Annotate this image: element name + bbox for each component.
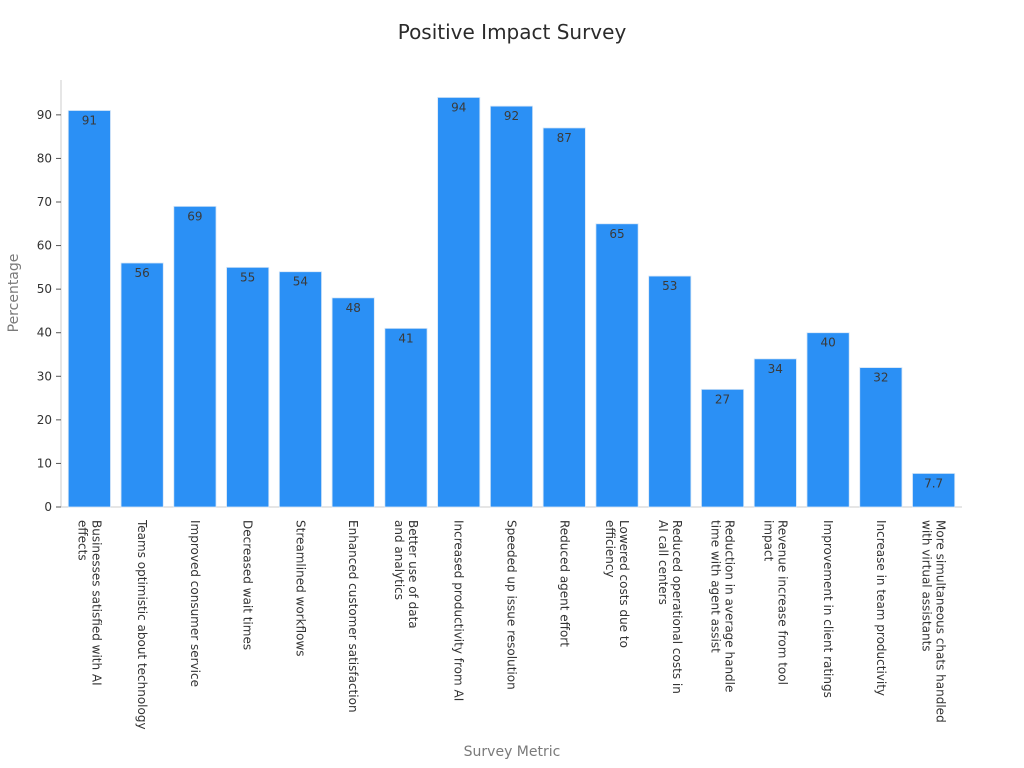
category-label: Increase in team productivity [874, 520, 888, 696]
category-label-line: Reduced operational costs in [670, 520, 684, 694]
category-label-line: Decreased wait times [241, 520, 255, 650]
bar [120, 262, 164, 508]
bar-value-label: 69 [187, 209, 202, 223]
category-label-line: with virtual assistants [920, 520, 934, 652]
bar [753, 358, 797, 508]
category-label: Improved consumer service [188, 520, 202, 687]
category-label-line: and analytics [392, 520, 406, 600]
category-label-line: time with agent assist [709, 520, 723, 653]
bar-value-label: 48 [346, 301, 361, 315]
bar-value-label: 41 [398, 331, 413, 345]
bar [226, 266, 270, 508]
y-tick-label: 90 [37, 108, 52, 122]
bar [912, 473, 956, 508]
y-tick-label: 10 [37, 456, 52, 470]
category-label-line: AI call centers [656, 520, 670, 605]
category-label-line: Reduced agent effort [557, 520, 571, 647]
category-label-line: Lowered costs due to [617, 520, 631, 648]
y-axis-title: Percentage [6, 254, 22, 333]
y-tick-label: 60 [37, 239, 52, 253]
bar-value-label: 27 [715, 392, 730, 406]
category-label-line: Speeded up issue resolution [505, 520, 519, 690]
bar [331, 297, 375, 508]
category-label-line: Reduction in average handle [723, 520, 737, 692]
bar-value-label: 92 [504, 109, 519, 123]
bar [437, 97, 481, 508]
bar-value-label: 54 [293, 275, 308, 289]
x-axis-title: Survey Metric [464, 744, 561, 760]
bar [701, 388, 745, 508]
category-label-line: Businesses satisfied with AI [89, 520, 103, 686]
y-tick-label: 70 [37, 195, 52, 209]
bar-value-label: 53 [662, 279, 677, 293]
y-tick-label: 40 [37, 326, 52, 340]
category-label-line: effects [75, 520, 89, 561]
bar-value-label: 91 [82, 114, 97, 128]
y-tick-label: 30 [37, 369, 52, 383]
bar [595, 223, 639, 508]
y-tick-label: 80 [37, 151, 52, 165]
bar-value-label: 65 [609, 227, 624, 241]
bar-value-label: 7.7 [924, 476, 943, 490]
bar-value-label: 55 [240, 270, 255, 284]
bar [542, 127, 586, 508]
category-label: Teams optimistic about technology [135, 519, 149, 730]
category-label-line: Revenue increase from tool [775, 520, 789, 685]
bar-value-label: 32 [873, 371, 888, 385]
chart-title: Positive Impact Survey [397, 20, 627, 44]
category-label-line: Improved consumer service [188, 520, 202, 687]
bar [859, 367, 903, 508]
category-label-line: Better use of data [406, 520, 420, 629]
bar [806, 332, 850, 508]
bar [67, 110, 111, 508]
y-tick-label: 50 [37, 282, 52, 296]
bar [173, 205, 217, 508]
category-label-line: Increased productivity from AI [452, 520, 466, 701]
bar-value-label: 34 [768, 362, 783, 376]
bar [278, 271, 322, 508]
category-label: Increased productivity from AI [452, 520, 466, 701]
category-label-line: efficiency [603, 520, 617, 578]
value-labels-group: 91 56 69 55 54 48 41 94 92 87 65 53 27 34 40 32 7.7 [82, 100, 943, 490]
bar-value-label: 56 [135, 266, 150, 280]
category-label-line: More simultaneous chats handled [934, 520, 948, 723]
category-label: Decreased wait times [241, 520, 255, 650]
category-label-line: Improvement in client ratings [821, 520, 835, 698]
y-tick-label: 20 [37, 413, 52, 427]
category-label: Improvement in client ratings [821, 520, 835, 698]
y-tick-label: 0 [44, 500, 52, 514]
category-label: Reduced agent effort [557, 520, 571, 647]
bar [384, 327, 428, 508]
bar [489, 105, 534, 508]
category-label: Speeded up issue resolution [505, 520, 519, 690]
category-label: Enhanced customer satisfaction [346, 520, 360, 713]
bar-value-label: 94 [451, 100, 466, 114]
bar [648, 275, 692, 508]
category-label: Streamlined workflows [293, 520, 307, 657]
category-label-line: Increase in team productivity [874, 520, 888, 696]
bars-group [67, 97, 956, 508]
category-label-line: Streamlined workflows [293, 520, 307, 657]
category-label-line: Enhanced customer satisfaction [346, 520, 360, 713]
bar-value-label: 40 [820, 336, 835, 350]
category-label-line: Teams optimistic about technology [135, 519, 149, 730]
bar-value-label: 87 [557, 131, 572, 145]
category-label-line: impact [761, 520, 775, 562]
